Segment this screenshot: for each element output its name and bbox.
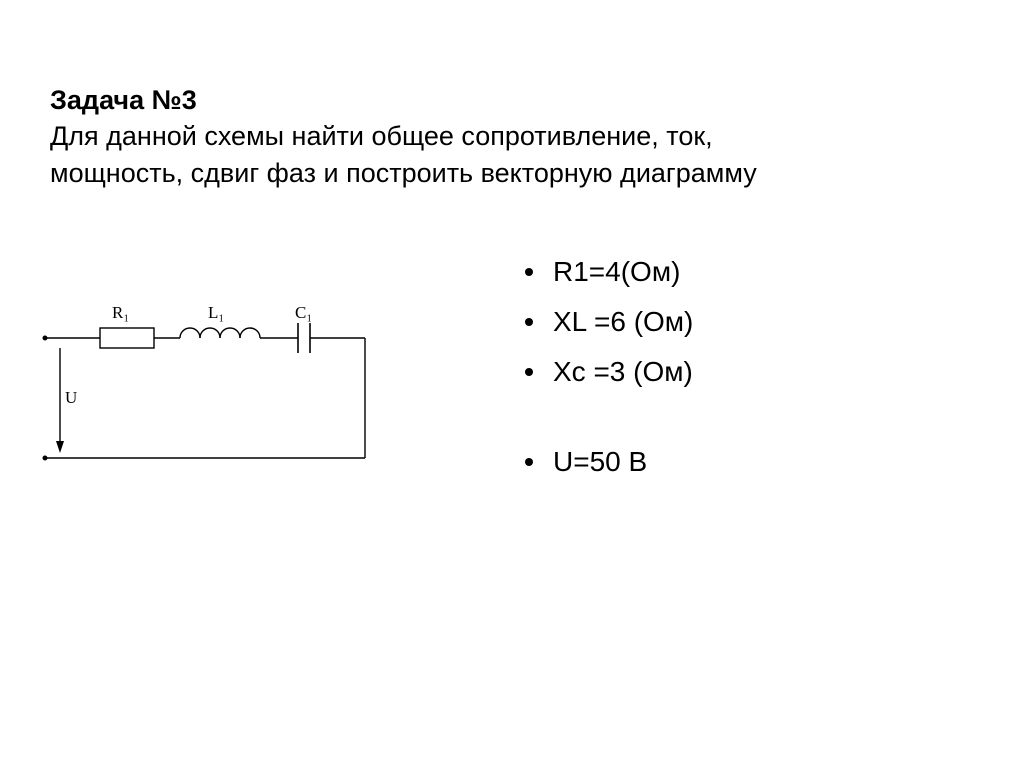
- circuit-svg: U R₁ L₁ C₁: [30, 298, 390, 478]
- bullet-icon: [525, 318, 533, 326]
- param-text: R1=4(Ом): [553, 256, 680, 288]
- param-item: Xc =3 (Ом): [525, 356, 925, 388]
- bullet-icon: [525, 458, 533, 466]
- inductor-arc-3: [220, 328, 240, 338]
- voltage-label: U: [65, 388, 77, 407]
- title-body-1: Для данной схемы найти общее сопротивлен…: [50, 121, 713, 151]
- param-item: U=50 В: [525, 446, 925, 478]
- title-number: Задача №3: [50, 85, 197, 115]
- voltage-arrow-head: [56, 441, 64, 453]
- resistor-label: R₁: [112, 303, 129, 322]
- param-item: XL =6 (Ом): [525, 306, 925, 338]
- parameter-list: R1=4(Ом) XL =6 (Ом) Xc =3 (Ом) U=50 В: [525, 256, 925, 496]
- param-text: U=50 В: [553, 446, 647, 478]
- capacitor-label: C₁: [295, 303, 312, 322]
- bullet-icon: [525, 368, 533, 376]
- title-body-2: мощность, сдвиг фаз и построить векторну…: [50, 158, 757, 188]
- bullet-icon: [525, 268, 533, 276]
- resistor: [100, 328, 154, 348]
- inductor-arc-1: [180, 328, 200, 338]
- spacer: [525, 406, 925, 446]
- inductor-label: L₁: [208, 303, 224, 322]
- inductor-arc-2: [200, 328, 220, 338]
- problem-heading: Задача №3 Для данной схемы найти общее с…: [50, 82, 770, 191]
- param-item: R1=4(Ом): [525, 256, 925, 288]
- param-text: XL =6 (Ом): [553, 306, 693, 338]
- circuit-diagram: U R₁ L₁ C₁: [30, 298, 390, 478]
- inductor-arc-4: [240, 328, 260, 338]
- param-text: Xc =3 (Ом): [553, 356, 693, 388]
